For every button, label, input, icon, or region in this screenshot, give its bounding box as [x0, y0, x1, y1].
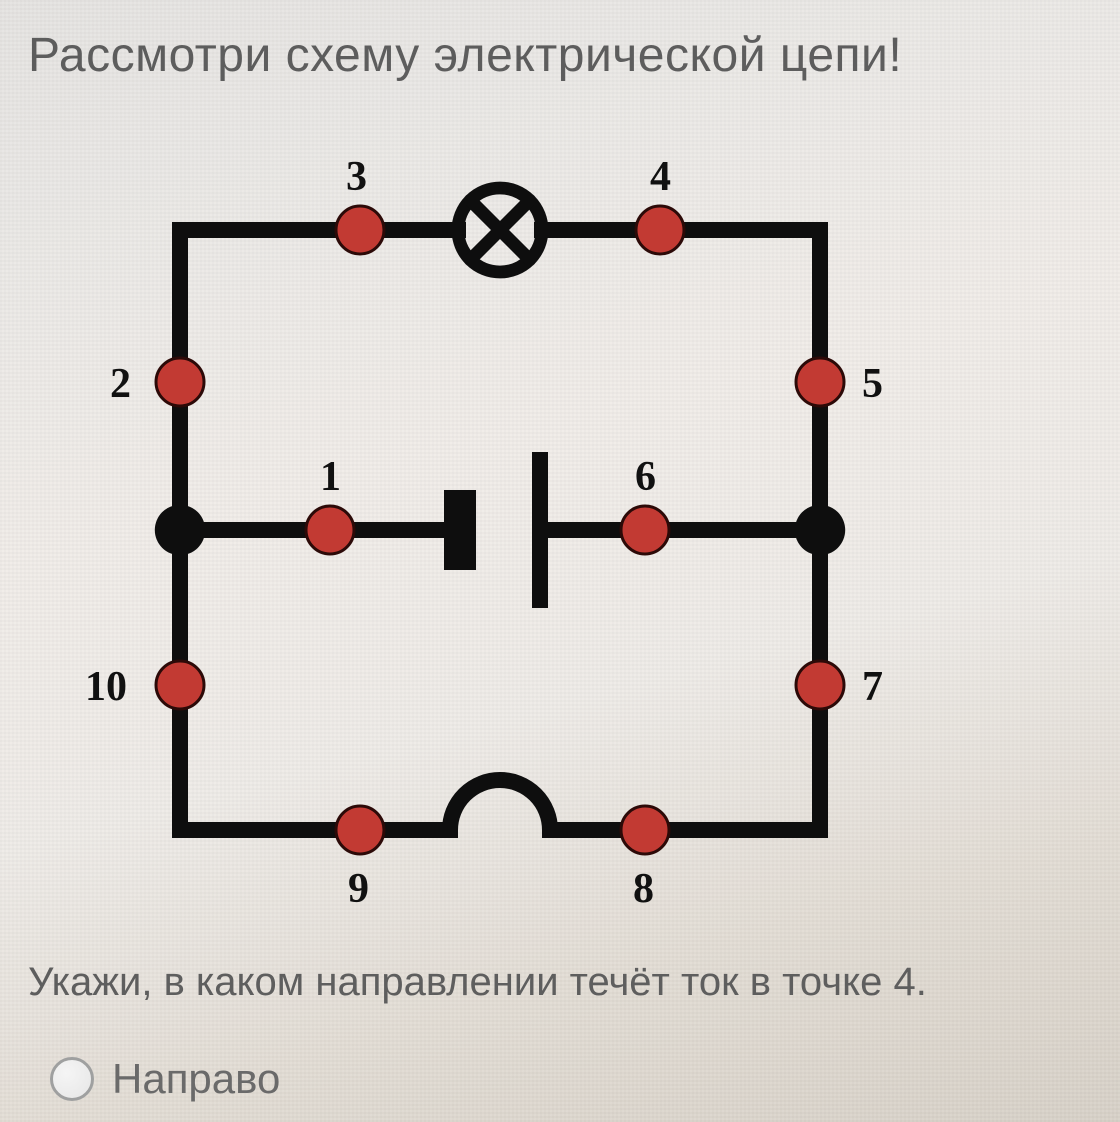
radio-icon[interactable]	[50, 1057, 94, 1101]
svg-text:9: 9	[348, 866, 369, 912]
svg-text:6: 6	[635, 454, 656, 500]
svg-text:4: 4	[650, 154, 671, 200]
svg-text:3: 3	[346, 154, 367, 200]
circuit-svg: 1 2 3 4 5 6 7 8 9 10	[60, 130, 980, 930]
svg-text:2: 2	[110, 361, 131, 407]
circuit-diagram: 1 2 3 4 5 6 7 8 9 10	[60, 130, 980, 935]
question-text: Укажи, в каком направлении течёт ток в т…	[28, 960, 927, 1005]
svg-text:1: 1	[320, 454, 341, 500]
svg-text:10: 10	[85, 664, 127, 710]
page-title: Рассмотри схему электрической цепи!	[28, 28, 902, 83]
svg-text:7: 7	[862, 664, 883, 710]
answer-option-1[interactable]: Направо	[50, 1055, 280, 1103]
svg-text:5: 5	[862, 361, 883, 407]
answer-option-1-label: Направо	[112, 1055, 280, 1103]
svg-text:8: 8	[633, 866, 654, 912]
